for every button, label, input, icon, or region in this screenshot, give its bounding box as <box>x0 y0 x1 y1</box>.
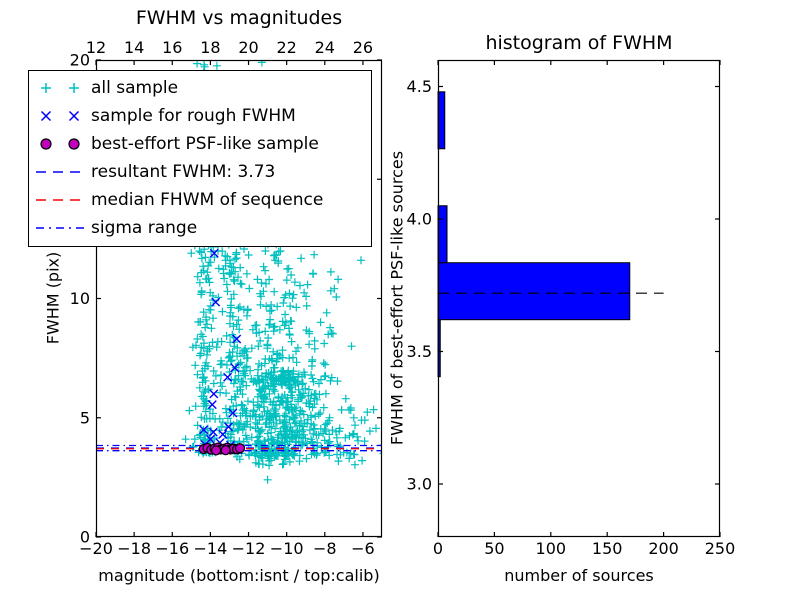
right-x-tick-label: 0 <box>433 539 443 558</box>
legend-label: median FHWM of sequence <box>91 189 324 210</box>
left-plot-title: FWHM vs magnitudes <box>135 7 343 29</box>
legend-entry-1: sample for rough FWHM <box>29 102 371 130</box>
legend-entry-2: best-effort PSF-like sample <box>29 130 371 158</box>
right-y-tick-label: 4.5 <box>407 77 432 96</box>
psf-sample-marker <box>220 445 231 456</box>
left-plot-ylabel: FWHM (pix) <box>43 251 63 345</box>
right-x-tick-label: 250 <box>705 539 736 558</box>
left-top-tick-label: 16 <box>162 38 182 57</box>
left-top-tick-label: 20 <box>238 38 258 57</box>
right-y-tick-label: 4.0 <box>407 210 432 229</box>
tick-labels: −20 −18 −16 −14 −12 −10 −8 −6 12 14 16 18 20 22 24 26 0 5… <box>70 38 736 558</box>
right-x-tick-label: 150 <box>592 539 623 558</box>
right-y-tick-label: 3.5 <box>407 342 432 361</box>
psf-sample-marker <box>211 445 222 456</box>
left-x-tick-label: −8 <box>313 539 337 558</box>
axis-ticks <box>95 59 721 538</box>
legend-label: all sample <box>91 77 179 98</box>
right-x-tick-label: 50 <box>484 539 504 558</box>
legend: all sample sample for rough FWHM best-effo… <box>28 70 372 247</box>
legend-entry-0: all sample <box>29 74 371 102</box>
left-x-tick-label: −16 <box>155 539 189 558</box>
left-plot-xlabel: magnitude (bottom:isnt / top:calib) <box>98 566 380 585</box>
psf-sample-marker <box>234 443 246 454</box>
legend-label: resultant FWHM: 3.73 <box>91 161 276 182</box>
left-y-tick-label: 10 <box>70 289 90 308</box>
left-x-tick-label: −18 <box>117 539 151 558</box>
legend-dashdot-icon <box>29 218 91 238</box>
left-top-tick-label: 14 <box>124 38 144 57</box>
left-top-tick-label: 26 <box>353 38 373 57</box>
right-y-tick-label: 3.0 <box>407 475 432 494</box>
histogram-bar <box>437 205 448 264</box>
legend-entry-3: resultant FWHM: 3.73 <box>29 158 371 186</box>
left-y-tick-label: 5 <box>80 408 90 427</box>
left-top-tick-label: 22 <box>276 38 296 57</box>
left-y-tick-label: 20 <box>70 51 90 70</box>
left-x-tick-label: −6 <box>351 539 375 558</box>
legend-entry-4: median FHWM of sequence <box>29 186 371 214</box>
left-x-tick-label: −20 <box>79 539 113 558</box>
left-top-tick-label: 12 <box>86 38 106 57</box>
legend-entry-5: sigma range <box>29 214 371 242</box>
legend-x-icon <box>29 106 91 126</box>
right-axes-spine <box>437 59 721 538</box>
left-x-tick-label: −12 <box>232 539 266 558</box>
left-top-tick-label: 24 <box>315 38 335 57</box>
legend-label: sigma range <box>91 217 198 238</box>
right-plot-xlabel: number of sources <box>504 566 654 585</box>
all-sample-points <box>181 60 382 484</box>
legend-plus-icon <box>29 78 91 98</box>
legend-label: best-effort PSF-like sample <box>91 133 319 154</box>
histogram-bars <box>437 91 631 378</box>
legend-label: sample for rough FWHM <box>91 105 296 126</box>
histogram-bar <box>437 262 631 321</box>
right-plot-area <box>437 91 664 378</box>
left-x-tick-label: −14 <box>194 539 228 558</box>
right-plot-title: histogram of FWHM <box>485 32 673 54</box>
right-x-tick-label: 100 <box>536 539 567 558</box>
left-plot-area <box>96 60 382 484</box>
legend-dashed-icon <box>29 162 91 182</box>
left-y-tick-label: 0 <box>80 528 90 547</box>
legend-circle-icon <box>29 134 91 154</box>
left-x-tick-label: −10 <box>270 539 304 558</box>
psf-like-sample-points <box>198 442 246 456</box>
left-top-tick-label: 18 <box>200 38 220 57</box>
legend-dashed-icon <box>29 190 91 210</box>
right-x-tick-label: 200 <box>648 539 679 558</box>
right-plot-ylabel: FWHM of best-effort PSF-like sources <box>387 150 407 446</box>
